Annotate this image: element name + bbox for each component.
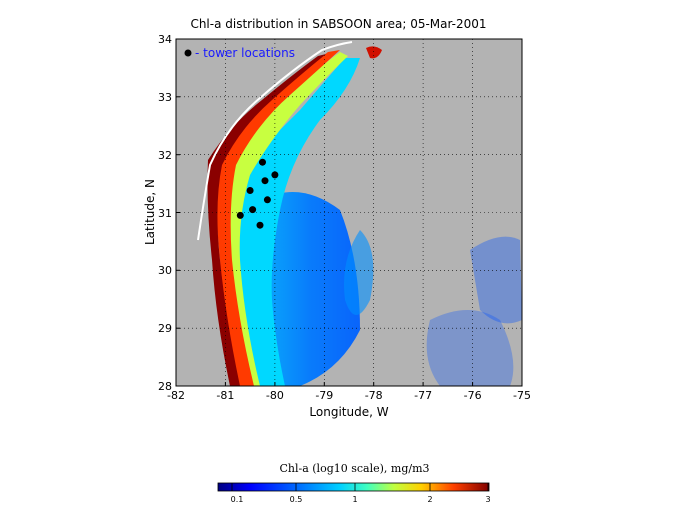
y-tick-marks (176, 38, 180, 387)
tower-marker (249, 206, 257, 214)
colorbar-title: Chl-a (log10 scale), mg/m3 (279, 462, 430, 475)
tower-marker (256, 221, 264, 229)
x-tick-label: -81 (216, 389, 234, 402)
x-axis-label: Longitude, W (309, 405, 389, 419)
y-tick-label: 34 (158, 33, 172, 46)
x-tick-label: -77 (414, 389, 432, 402)
tower-marker (246, 187, 254, 194)
x-tick-label: -79 (315, 389, 333, 402)
y-tick-labels: 34 33 32 31 30 29 28 (158, 33, 172, 393)
y-tick-label: 33 (158, 91, 172, 104)
y-tick-label: 31 (158, 207, 172, 220)
tower-marker (271, 171, 279, 179)
y-tick-label: 29 (158, 322, 172, 335)
cape-fear-speckle (366, 46, 382, 59)
y-axis-label: Latitude, N (143, 179, 157, 245)
grid-lines (176, 39, 522, 386)
y-tick-label: 28 (158, 380, 172, 393)
chlorophyll-field (197, 41, 522, 386)
offshore-patch-southeast (426, 310, 514, 386)
offshore-plume (262, 192, 360, 386)
colorbar-tick-label: 0.1 (231, 495, 244, 504)
x-tick-marks (175, 382, 523, 386)
coastline (197, 41, 353, 241)
tower-marker (259, 158, 266, 166)
x-tick-label: -80 (266, 389, 284, 402)
x-tick-label: -78 (365, 389, 383, 402)
offshore-patch-mid (344, 230, 374, 315)
shelf-cyan-band (230, 58, 360, 386)
legend-tower-marker (184, 49, 192, 57)
tower-marker (261, 177, 269, 185)
y-tick-label: 32 (158, 149, 172, 162)
colorbar (217, 482, 490, 492)
colorbar-tick-label: 2 (427, 495, 432, 504)
x-tick-label: -76 (464, 389, 482, 402)
colorbar-tick-labels: 0.1 0.5 1 2 3 (231, 495, 491, 504)
coastal-darkred-band (207, 54, 326, 386)
legend-label: - tower locations (195, 46, 295, 60)
offshore-patch-east (470, 236, 522, 324)
colorbar-tick-label: 1 (352, 495, 357, 504)
coastal-red-band (212, 50, 340, 386)
tower-marker (263, 196, 271, 204)
x-tick-label: -75 (513, 389, 531, 402)
colorbar-tick-marks (231, 483, 489, 491)
tower-marker (236, 211, 244, 219)
colorbar-tick-label: 3 (485, 495, 490, 504)
colorbar-tick-label: 0.5 (290, 495, 303, 504)
x-tick-labels: -82 -81 -80 -79 -78 -77 -76 -75 (167, 389, 531, 402)
figure-title: Chl-a distribution in SABSOON area; 05-M… (190, 17, 487, 31)
x-tick-label: -82 (167, 389, 185, 402)
y-tick-label: 30 (158, 264, 172, 277)
tower-markers (236, 158, 279, 229)
